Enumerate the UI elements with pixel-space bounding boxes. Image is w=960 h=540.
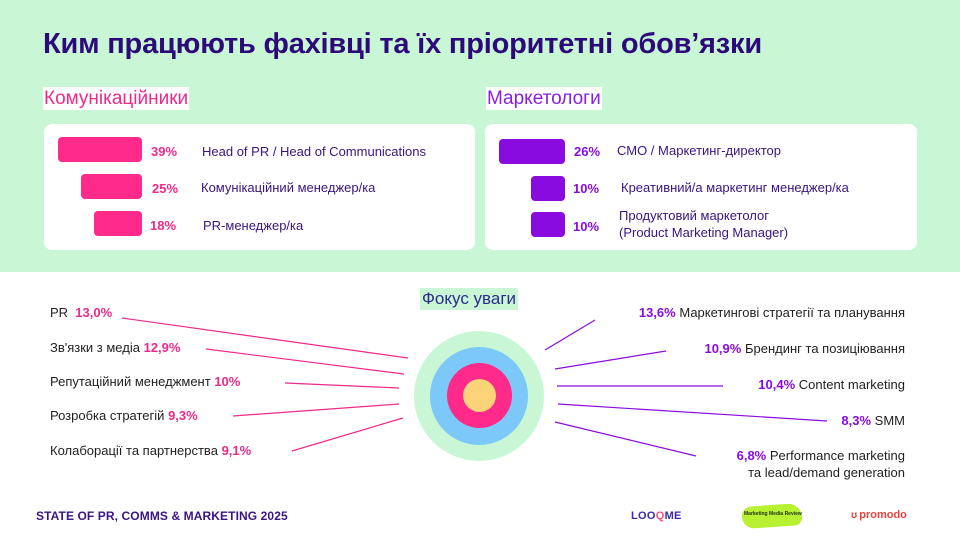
target-center bbox=[463, 379, 496, 412]
focus-label: SMM bbox=[874, 413, 905, 428]
focus-label: PR bbox=[50, 305, 69, 320]
looqme-logo-text: LOO bbox=[631, 510, 656, 522]
focus-label: Брендинг та позиціювання bbox=[744, 341, 905, 356]
marketers-pct: 10% bbox=[573, 219, 600, 234]
focus-item-content: 10,4% Content marketing bbox=[758, 377, 905, 393]
communicators-pct: 39% bbox=[151, 144, 178, 159]
focus-value: 10,4% bbox=[758, 377, 796, 392]
promodo-mark-icon: ʊ bbox=[851, 510, 858, 521]
focus-value: 10% bbox=[214, 374, 241, 389]
focus-value: 8,3% bbox=[841, 413, 872, 428]
connector-marketing-strategy bbox=[544, 319, 596, 351]
looqme-logo: LOOQME bbox=[631, 510, 682, 522]
communicators-role: Head of PR / Head of Communications bbox=[202, 144, 426, 159]
focus-value: 13,6% bbox=[638, 305, 676, 320]
focus-item-media: Зв'язки з медіа 12,9% bbox=[50, 340, 180, 356]
focus-value: 13,0% bbox=[75, 305, 113, 320]
connector-smm bbox=[557, 403, 828, 422]
connector-collab bbox=[291, 417, 404, 452]
communicators-bar-pr-manager bbox=[94, 211, 142, 236]
communicators-pct: 18% bbox=[150, 218, 177, 233]
marketers-role-line2: (Product Marketing Manager) bbox=[619, 225, 789, 240]
connector-strategy bbox=[232, 403, 400, 417]
communicators-role: PR-менеджер/ка bbox=[203, 218, 304, 233]
page-title: Ким працюють фахівці та їх пріоритетні о… bbox=[43, 28, 762, 60]
focus-value: 10,9% bbox=[704, 341, 742, 356]
marketing-media-review-logo: Marketing Media Review bbox=[741, 502, 806, 530]
focus-item-branding: 10,9% Брендинг та позиціювання bbox=[704, 341, 905, 357]
focus-label: Маркетингові стратегії та планування bbox=[679, 305, 905, 320]
focus-item-performance: 6,8% Performance marketing bbox=[737, 448, 905, 464]
communicators-role: Комунікаційний менеджер/ка bbox=[201, 180, 376, 195]
marketers-role: СМО / Маркетинг-директор bbox=[617, 143, 781, 158]
focus-label: Зв'язки з медіа bbox=[50, 340, 140, 355]
connector-branding bbox=[554, 350, 667, 370]
focus-item-marketing-strategy: 13,6% Маркетингові стратегії та плануван… bbox=[639, 305, 905, 321]
connector-media bbox=[205, 348, 405, 375]
focus-value: 9,1% bbox=[221, 443, 252, 458]
focus-item-reputation: Репутаційний менеджмент 10% bbox=[50, 374, 240, 390]
promodo-logo-text: promodo bbox=[859, 509, 907, 521]
marketers-pct: 26% bbox=[574, 144, 601, 159]
focus-value: 12,9% bbox=[143, 340, 181, 355]
marketers-bar-product bbox=[531, 212, 565, 237]
focus-label: Performance marketing bbox=[769, 448, 905, 463]
communicators-heading: Комунікаційники bbox=[43, 87, 190, 110]
looqme-logo-q: Q bbox=[655, 510, 665, 522]
focus-item-smm: 8,3% SMM bbox=[841, 413, 905, 429]
marketers-bar-cmo bbox=[499, 139, 565, 164]
focus-label: Колаборації та партнерства bbox=[50, 443, 218, 458]
focus-item-performance-line2: та lead/demand generation bbox=[748, 465, 905, 480]
mmr-logo-text: Marketing Media Review bbox=[744, 511, 802, 517]
footer-title: STATE OF PR, COMMS & MARKETING 2025 bbox=[36, 509, 288, 523]
looqme-logo-text: ME bbox=[664, 510, 682, 522]
communicators-bar-comm-manager bbox=[81, 174, 142, 199]
focus-item-collab: Колаборації та партнерства 9,1% bbox=[50, 443, 251, 459]
focus-title: Фокус уваги bbox=[420, 288, 519, 310]
marketers-pct: 10% bbox=[573, 181, 600, 196]
marketers-role: Креативний/а маркетинг менеджер/ка bbox=[621, 180, 849, 195]
marketers-role-line1: Продуктовий маркетолог bbox=[619, 208, 770, 223]
connector-performance bbox=[554, 421, 697, 457]
focus-label: Розробка стратегій bbox=[50, 408, 165, 423]
promodo-logo: ʊ promodo bbox=[851, 509, 907, 521]
focus-item-strategy: Розробка стратегій 9,3% bbox=[50, 408, 198, 424]
focus-label: Content marketing bbox=[798, 377, 905, 392]
connector-pr bbox=[121, 317, 409, 359]
focus-item-pr: PR 13,0% bbox=[50, 305, 112, 321]
communicators-bar-head-of-pr bbox=[58, 137, 142, 162]
focus-label: Репутаційний менеджмент bbox=[50, 374, 211, 389]
communicators-pct: 25% bbox=[152, 181, 179, 196]
marketers-bar-creative bbox=[531, 176, 565, 201]
focus-value: 6,8% bbox=[736, 448, 767, 463]
focus-value: 9,3% bbox=[168, 408, 198, 423]
connector-reputation bbox=[284, 382, 400, 389]
marketers-heading: Маркетологи bbox=[486, 87, 602, 110]
